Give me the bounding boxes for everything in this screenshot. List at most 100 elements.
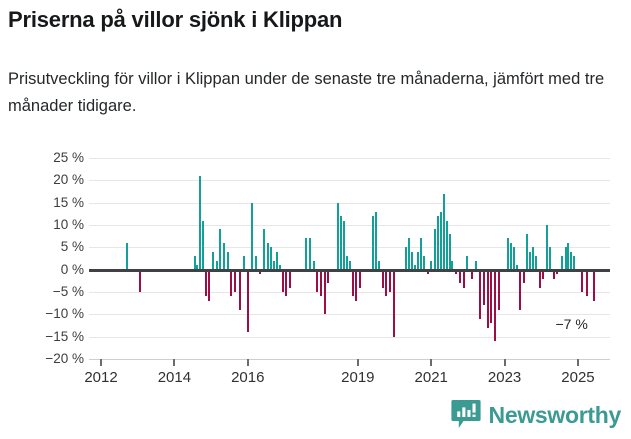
chart-bar <box>570 251 573 270</box>
chart-bar <box>222 242 225 270</box>
chart-bar <box>522 269 525 284</box>
x-axis-tick-label: 2025 <box>561 369 595 386</box>
chart-bar <box>580 269 583 292</box>
chart-bar <box>230 269 233 297</box>
chart-bar <box>573 256 576 270</box>
chart-bar <box>320 269 323 297</box>
chart-bar <box>226 251 229 270</box>
chart-bar <box>404 247 407 270</box>
chart-x-axis: 2012 2014 2016 2019 2021 2023 2025 <box>84 359 610 393</box>
y-axis-tick-label: 25 % <box>53 150 84 165</box>
gridline <box>89 202 610 204</box>
chart-bar <box>466 256 469 270</box>
chart-plot-area <box>89 158 610 360</box>
chart-bar <box>529 251 532 270</box>
chart-bar <box>535 256 538 270</box>
x-axis-tick <box>246 359 249 366</box>
chart-bar <box>243 256 246 270</box>
chart-bar <box>458 269 461 284</box>
gridline <box>89 292 610 293</box>
gridline <box>89 180 610 182</box>
chart-bar <box>211 251 214 270</box>
x-axis-tick <box>356 359 359 366</box>
chart-bar <box>215 260 218 270</box>
chart-bar <box>422 256 425 270</box>
chart-bar <box>269 247 272 270</box>
chart-bar <box>451 260 454 270</box>
chart-bar <box>430 260 433 270</box>
chart-bar <box>479 269 482 319</box>
chart-bar <box>254 256 257 270</box>
chart-bar <box>312 260 315 270</box>
chart-bar <box>538 269 541 288</box>
chart-bar <box>263 229 266 270</box>
chart-bar <box>586 269 589 297</box>
chart-bar <box>448 233 451 270</box>
chart-bar <box>288 269 291 288</box>
logo-wordmark: Newsworthy <box>488 402 622 428</box>
chart-bar <box>233 269 236 292</box>
chart-bar <box>433 229 436 270</box>
chart-bar <box>414 265 417 270</box>
chart-bar <box>419 238 422 270</box>
newsworthy-logo[interactable]: Newsworthy <box>450 399 622 431</box>
chart-bar <box>497 269 500 310</box>
chart-bar <box>378 260 381 270</box>
chart-bar <box>445 220 448 270</box>
chart-bar <box>355 269 357 301</box>
chart-bar <box>348 260 351 270</box>
chart-bar <box>549 247 552 270</box>
x-axis-tick-label: 2021 <box>414 369 448 386</box>
chart-bar <box>281 269 284 292</box>
chart-bar <box>507 238 510 270</box>
chart-bar <box>436 216 439 270</box>
chart-subtitle: Prisutveckling för villor i Klippan unde… <box>8 70 605 115</box>
chart-bar <box>342 220 345 270</box>
chart-bar <box>426 269 429 275</box>
chart-bar <box>285 269 288 297</box>
x-axis-tick <box>503 359 506 366</box>
chart-bar <box>439 211 442 270</box>
chart-bar <box>371 216 374 270</box>
chart-bar <box>193 256 196 270</box>
chart-bar <box>470 269 473 279</box>
chart-bar <box>483 269 486 306</box>
x-axis-tick <box>100 359 102 366</box>
chart-bar <box>258 269 261 275</box>
gridline <box>89 314 610 316</box>
chart-bar <box>556 269 559 275</box>
chart-plot-wrapper: 25 % 20 % 15 % 10 % 5 % 0 % −5 % −10 % −15 % −20 … <box>0 148 631 393</box>
y-axis-tick-label: −10 % <box>45 306 84 322</box>
chart-bar <box>358 269 361 288</box>
chart-bar <box>246 269 249 333</box>
chart-bar <box>309 238 312 270</box>
chart-bar <box>532 247 535 270</box>
chart-bar <box>490 269 493 324</box>
chart-bar <box>542 269 545 279</box>
chart-bar <box>381 269 384 288</box>
chart-bar <box>316 269 319 292</box>
chart-bar <box>251 202 254 270</box>
chart-bar <box>279 265 282 270</box>
chart-bar <box>273 260 276 270</box>
chart-bar <box>389 269 392 292</box>
x-axis-tick <box>576 359 579 366</box>
chart-bar <box>455 269 458 275</box>
chart-bar <box>411 251 414 270</box>
chart-bar <box>385 269 388 297</box>
y-axis-tick-label: 10 % <box>53 217 84 232</box>
chart-bar <box>546 225 549 270</box>
chart-bar <box>351 269 354 297</box>
chart-bar <box>327 269 330 284</box>
chart-bar <box>196 265 199 270</box>
chart-bar <box>417 251 419 270</box>
chart-bar <box>202 220 204 270</box>
x-axis-line <box>89 359 610 360</box>
y-axis-tick-label: −15 % <box>45 328 84 344</box>
chart-bar <box>219 229 222 270</box>
chart-bar <box>138 269 141 292</box>
chart-bar <box>494 269 497 342</box>
gridline <box>89 247 610 249</box>
x-axis-tick-label: 2012 <box>84 369 118 386</box>
y-axis-tick-label: 5 % <box>60 239 84 255</box>
